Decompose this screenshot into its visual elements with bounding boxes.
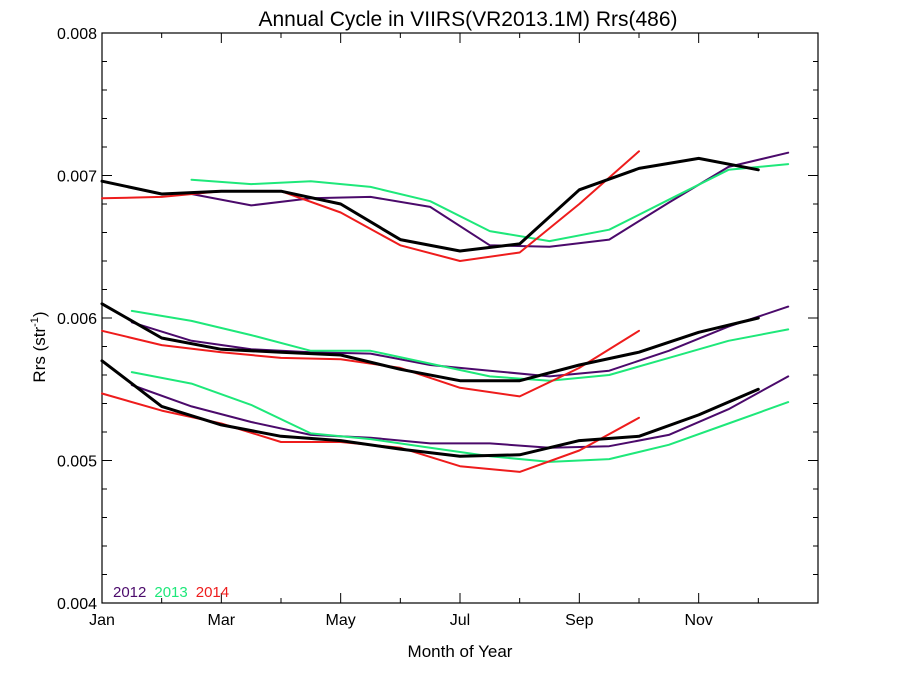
series-line-upper-2012 [190, 151, 790, 248]
x-tick-label: Jul [450, 612, 470, 629]
x-axis-label: Month of Year [408, 642, 513, 661]
y-axis-label-close: ) [30, 311, 49, 317]
series-lines [100, 150, 790, 473]
legend-item-2013: 2013 [154, 584, 187, 601]
series-line-lower-2013 [130, 371, 790, 463]
series-line-middle-2012 [130, 305, 790, 378]
legend: 2012 2013 2014 [113, 584, 229, 601]
chart-title: Annual Cycle in VIIRS(VR2013.1M) Rrs(486… [259, 8, 678, 31]
y-tick-label: 0.008 [57, 26, 97, 43]
series-line-upper-mean [100, 156, 760, 253]
legend-item-2012: 2012 [113, 584, 146, 601]
legend-item-2014: 2014 [196, 584, 229, 601]
y-tick-label: 0.005 [57, 454, 97, 471]
series-line-middle-mean [100, 302, 760, 383]
y-axis-label: Rrs (str-1) [29, 311, 49, 382]
series-line-middle-2013 [130, 309, 790, 382]
y-tick-label: 0.007 [57, 169, 97, 186]
plot-area-frame [101, 32, 819, 604]
x-tick-label: May [326, 612, 356, 629]
x-tick-label: Jan [89, 612, 115, 629]
series-line-upper-2013 [190, 163, 790, 243]
series-line-lower-mean [100, 359, 760, 458]
y-axis-label-main: Rrs (str [30, 327, 49, 383]
y-axis-label-exponent: -1 [29, 317, 41, 327]
x-tick-label: Nov [684, 612, 712, 629]
y-tick-label: 0.004 [57, 596, 97, 613]
series-line-lower-2012 [130, 375, 790, 449]
x-tick-label: Sep [565, 612, 594, 629]
series-line-upper-2014 [101, 150, 640, 262]
axis-tick-labels: Jan Mar May Jul Sep Nov 0.004 0.005 0.006 0.007 0.… [57, 26, 713, 629]
series-line-lower-2014 [101, 392, 640, 473]
axis-ticks [101, 32, 818, 604]
y-tick-label: 0.006 [57, 311, 97, 328]
x-tick-label: Mar [208, 612, 236, 629]
